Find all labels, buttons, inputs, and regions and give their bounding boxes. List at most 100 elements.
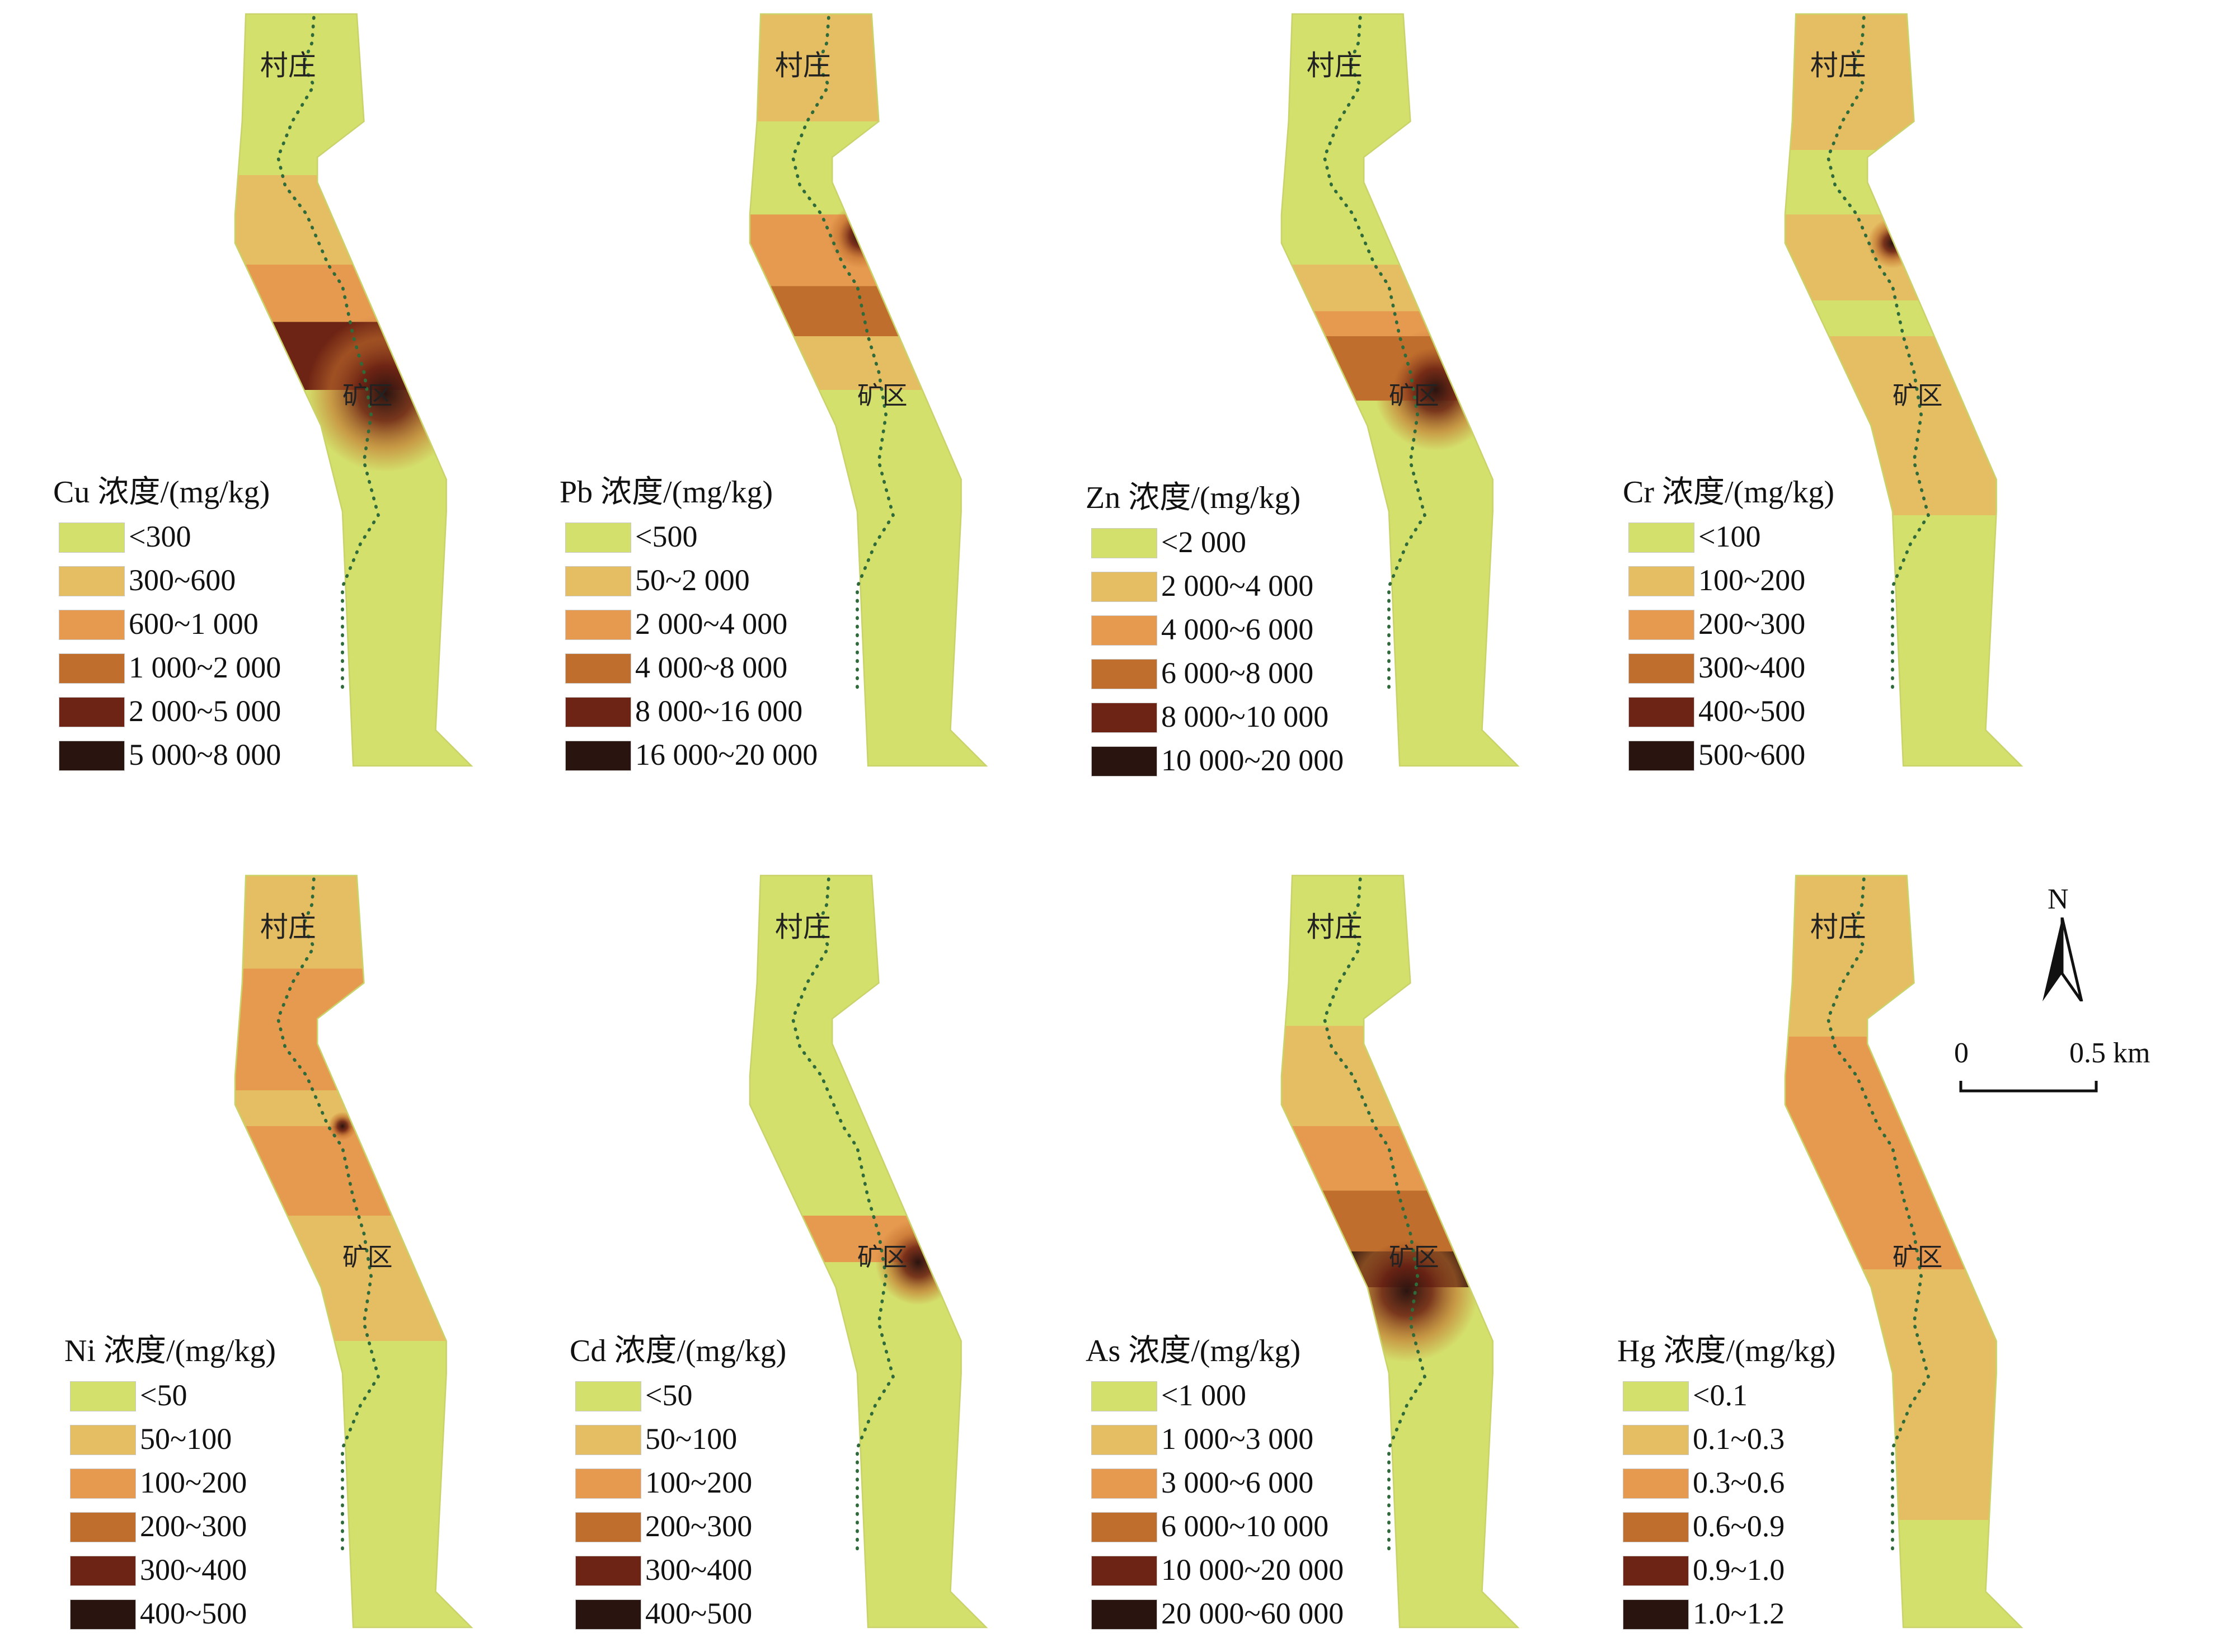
- legend-label: 100~200: [140, 1466, 247, 1499]
- legend-swatch: [575, 1556, 641, 1586]
- village-label: 村庄: [260, 911, 316, 943]
- legend-entry: <2 000: [1091, 525, 1405, 559]
- legend-label: <50: [645, 1378, 693, 1412]
- village-label: 村庄: [1810, 49, 1866, 82]
- legend-label: <0.1: [1693, 1378, 1748, 1412]
- legend-entry: 4 000~8 000: [565, 650, 879, 685]
- legend-entry: <50: [575, 1378, 889, 1413]
- legend-entry: <300: [59, 519, 372, 554]
- stream-line: [1826, 16, 1931, 696]
- legend-swatch: [59, 741, 125, 771]
- legend-swatch: [1091, 1512, 1157, 1542]
- legend-entry: 500~600: [1628, 737, 1942, 772]
- legend-label: 400~500: [1698, 694, 1806, 728]
- scale-start-label: 0: [1954, 1037, 1969, 1069]
- legend-swatch: [59, 610, 125, 640]
- legend-label: 5 000~8 000: [129, 738, 281, 771]
- legend-entry: 600~1 000: [59, 606, 372, 641]
- legend-swatch: [1091, 1556, 1157, 1586]
- village-label: 村庄: [775, 49, 831, 82]
- legend-entry: 2 000~4 000: [1091, 568, 1405, 603]
- legend-entry: 5 000~8 000: [59, 737, 372, 772]
- legend-swatch: [1091, 1599, 1157, 1630]
- legend-cu: Cu 浓度/(mg/kg) <300 300~600 600~1 000 1 000~2…: [53, 475, 344, 771]
- legend-swatch: [1091, 1469, 1157, 1499]
- legend-swatch: [70, 1469, 136, 1499]
- stream-line: [1322, 16, 1427, 696]
- legend-entry: 50~100: [70, 1422, 383, 1456]
- legend-label: 1 000~3 000: [1161, 1422, 1314, 1456]
- legend-label: 0.3~0.6: [1693, 1466, 1785, 1499]
- legend-swatch: [565, 566, 631, 596]
- legend-swatch: [70, 1556, 136, 1586]
- legend-label: 600~1 000: [129, 607, 259, 641]
- concentration-zone: [750, 286, 987, 337]
- concentration-zone: [235, 1126, 472, 1216]
- legend-entry: 0.6~0.9: [1623, 1509, 1936, 1543]
- concentration-zone: [1281, 311, 1518, 337]
- mine-label: 矿区: [342, 381, 393, 411]
- legend-label: 300~400: [1698, 651, 1806, 684]
- legend-swatch: [1628, 523, 1694, 553]
- legend-swatch: [1628, 653, 1694, 684]
- legend-entry: <0.1: [1623, 1378, 1936, 1413]
- legend-label: 0.6~0.9: [1693, 1509, 1785, 1543]
- legend-title: As 浓度/(mg/kg): [1086, 1334, 1301, 1368]
- legend-swatch: [1628, 610, 1694, 640]
- legend-label: 4 000~6 000: [1161, 613, 1314, 646]
- legend-swatch: [1091, 1425, 1157, 1455]
- legend-entry: 1.0~1.2: [1623, 1596, 1936, 1631]
- legend-zn: Zn 浓度/(mg/kg) <2 000 2 000~4 000 4 000~6 00…: [1086, 481, 1377, 777]
- village-label: 村庄: [1307, 911, 1363, 943]
- legend-ni: Ni 浓度/(mg/kg) <50 50~100 100~200 200~300 300~…: [64, 1334, 355, 1630]
- legend-swatch: [575, 1381, 641, 1411]
- mine-label: 矿区: [857, 381, 908, 411]
- legend-title: Cr 浓度/(mg/kg): [1623, 475, 1834, 510]
- mine-label: 矿区: [342, 1242, 393, 1272]
- legend-entry: 200~300: [575, 1509, 889, 1543]
- legend-entry: 300~400: [1628, 650, 1942, 685]
- mine-label: 矿区: [857, 1242, 908, 1272]
- legend-label: 50~100: [140, 1422, 232, 1456]
- legend-label: <2 000: [1161, 525, 1246, 559]
- legend-entry: 400~500: [1628, 694, 1942, 728]
- concentration-zone: [235, 968, 472, 1090]
- legend-entry: 300~400: [70, 1552, 383, 1587]
- concentration-zone: [1785, 214, 2022, 301]
- legend-swatch: [1623, 1556, 1689, 1586]
- legend-swatch: [59, 523, 125, 553]
- legend-swatch: [70, 1381, 136, 1411]
- legend-pb: Pb 浓度/(mg/kg) <500 50~2 000 2 000~4 000 4 00…: [560, 476, 851, 771]
- legend-swatch: [575, 1599, 641, 1630]
- north-arrow-icon: [2042, 917, 2083, 1001]
- hotspot: [828, 204, 893, 269]
- legend-label: 8 000~16 000: [635, 694, 803, 728]
- legend-entry: <50: [70, 1378, 383, 1413]
- legend-entry: 100~200: [575, 1465, 889, 1500]
- stream-line: [1322, 877, 1427, 1557]
- mine-label: 矿区: [1389, 381, 1439, 411]
- legend-label: 3 000~6 000: [1161, 1466, 1314, 1499]
- legend-label: 10 000~20 000: [1161, 1553, 1344, 1587]
- legend-entry: 16 000~20 000: [565, 737, 879, 772]
- concentration-zone: [1785, 876, 2022, 1037]
- legend-label: 300~600: [129, 563, 236, 597]
- concentration-zone: [235, 14, 472, 176]
- legend-label: 2 000~4 000: [635, 607, 788, 641]
- legend-entry: <1 000: [1091, 1378, 1405, 1413]
- concentration-zone: [235, 265, 472, 322]
- legend-label: 6 000~10 000: [1161, 1509, 1329, 1543]
- legend-entry: 6 000~10 000: [1091, 1509, 1405, 1543]
- north-label: N: [2048, 883, 2069, 915]
- legend-title: Cu 浓度/(mg/kg): [53, 475, 270, 510]
- legend-label: 100~200: [1698, 563, 1806, 597]
- legend-label: 100~200: [645, 1466, 753, 1499]
- legend-swatch: [575, 1425, 641, 1455]
- legend-label: 400~500: [645, 1597, 753, 1630]
- legend-label: <500: [635, 520, 698, 553]
- legend-label: 0.1~0.3: [1693, 1422, 1785, 1456]
- legend-label: 20 000~60 000: [1161, 1597, 1344, 1630]
- legend-swatch: [565, 653, 631, 684]
